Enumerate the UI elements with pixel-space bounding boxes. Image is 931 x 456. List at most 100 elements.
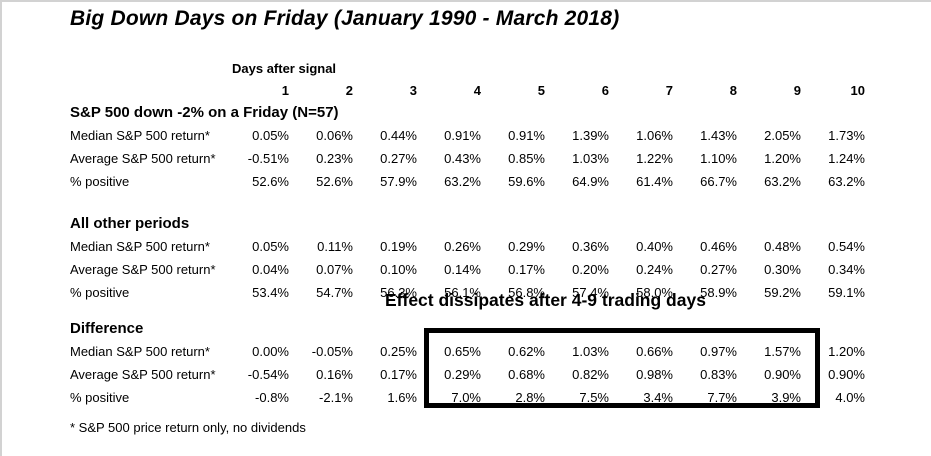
row-label: % positive (70, 174, 130, 189)
data-cell: 2.05% (764, 128, 801, 143)
data-cell: 0.07% (316, 262, 353, 277)
data-cell: 0.17% (380, 367, 417, 382)
data-cell: 63.2% (444, 174, 481, 189)
data-cell: -2.1% (319, 390, 353, 405)
column-group-label: Days after signal (232, 60, 337, 76)
data-cell: 1.73% (828, 128, 865, 143)
section-header: S&P 500 down -2% on a Friday (N=57) (70, 104, 339, 121)
data-cell: 1.22% (636, 151, 673, 166)
data-cell: 3.4% (643, 390, 673, 405)
data-cell: 0.90% (828, 367, 865, 382)
data-cell: 0.36% (572, 239, 609, 254)
data-cell: 2.8% (515, 390, 545, 405)
data-cell: 1.43% (700, 128, 737, 143)
data-cell: 0.16% (316, 367, 353, 382)
data-cell: 0.85% (508, 151, 545, 166)
data-cell: 0.25% (380, 344, 417, 359)
data-cell: 63.2% (828, 174, 865, 189)
section-header: Difference (70, 320, 144, 337)
row-label: Average S&P 500 return* (70, 262, 216, 277)
data-cell: 56.1% (444, 285, 481, 300)
data-cell: 53.4% (252, 285, 289, 300)
data-cell: 63.2% (764, 174, 801, 189)
chart-title: Big Down Days on Friday (January 1990 - … (70, 7, 620, 30)
day-column-header: 9 (793, 82, 801, 98)
data-cell: 7.7% (707, 390, 737, 405)
data-cell: 1.06% (636, 128, 673, 143)
data-cell: 1.39% (572, 128, 609, 143)
day-column-header: 3 (409, 82, 417, 98)
data-cell: 0.29% (444, 367, 481, 382)
data-cell: 0.23% (316, 151, 353, 166)
data-cell: 7.5% (579, 390, 609, 405)
data-cell: -0.8% (255, 390, 289, 405)
day-column-header: 1 (281, 82, 289, 98)
data-cell: 0.26% (444, 239, 481, 254)
row-label: Average S&P 500 return* (70, 151, 216, 166)
data-cell: 1.20% (764, 151, 801, 166)
row-label: Median S&P 500 return* (70, 128, 210, 143)
data-cell: 1.10% (700, 151, 737, 166)
data-cell: 1.57% (764, 344, 801, 359)
data-cell: 0.91% (508, 128, 545, 143)
row-label: Median S&P 500 return* (70, 239, 210, 254)
data-cell: 0.06% (316, 128, 353, 143)
row-label: Average S&P 500 return* (70, 367, 216, 382)
row-label: % positive (70, 285, 130, 300)
section-header: All other periods (70, 215, 190, 232)
data-cell: 0.34% (828, 262, 865, 277)
data-cell: 58.9% (700, 285, 737, 300)
row-label: Median S&P 500 return* (70, 344, 210, 359)
day-column-header: 10 (850, 82, 865, 98)
data-cell: 59.6% (508, 174, 545, 189)
data-cell: 0.24% (636, 262, 673, 277)
day-column-header: 6 (601, 82, 609, 98)
data-cell: -0.54% (247, 367, 289, 382)
data-cell: 1.03% (572, 344, 609, 359)
data-cell: 0.90% (764, 367, 801, 382)
data-cell: 0.10% (380, 262, 417, 277)
data-cell: 0.91% (444, 128, 481, 143)
data-cell: 0.19% (380, 239, 417, 254)
data-cell: 0.66% (636, 344, 673, 359)
data-cell: 0.82% (572, 367, 609, 382)
annotation-text: Effect dissipates after 4-9 trading days (385, 290, 706, 310)
data-cell: 0.27% (380, 151, 417, 166)
data-cell: 0.05% (252, 239, 289, 254)
data-cell: 0.29% (508, 239, 545, 254)
data-cell: 0.44% (380, 128, 417, 143)
data-cell: 0.43% (444, 151, 481, 166)
data-cell: 0.68% (508, 367, 545, 382)
data-cell: 0.27% (700, 262, 737, 277)
data-cell: 0.65% (444, 344, 481, 359)
data-cell: 0.00% (252, 344, 289, 359)
data-cell: 0.11% (317, 239, 353, 254)
data-cell: 56.3% (380, 285, 417, 300)
data-cell: 52.6% (316, 174, 353, 189)
data-cell: 1.6% (387, 390, 417, 405)
data-cell: 0.14% (444, 262, 481, 277)
data-cell: 0.83% (700, 367, 737, 382)
day-column-header: 7 (665, 82, 673, 98)
data-cell: 54.7% (316, 285, 353, 300)
day-column-header: 4 (473, 82, 481, 98)
data-cell: 1.24% (828, 151, 865, 166)
data-cell: 56.8% (508, 285, 545, 300)
data-cell: 64.9% (572, 174, 609, 189)
data-cell: 66.7% (700, 174, 737, 189)
day-column-header: 8 (729, 82, 737, 98)
data-cell: 0.40% (636, 239, 673, 254)
data-cell: 7.0% (451, 390, 481, 405)
data-cell: 0.97% (700, 344, 737, 359)
data-cell: 59.2% (764, 285, 801, 300)
data-cell: 0.48% (764, 239, 801, 254)
data-cell: 3.9% (771, 390, 801, 405)
data-cell: 57.9% (380, 174, 417, 189)
data-cell: 0.30% (764, 262, 801, 277)
data-cell: 0.62% (508, 344, 545, 359)
data-cell: -0.51% (247, 151, 289, 166)
data-cell: 0.04% (252, 262, 289, 277)
day-column-header: 2 (345, 82, 353, 98)
data-cell: 0.20% (572, 262, 609, 277)
